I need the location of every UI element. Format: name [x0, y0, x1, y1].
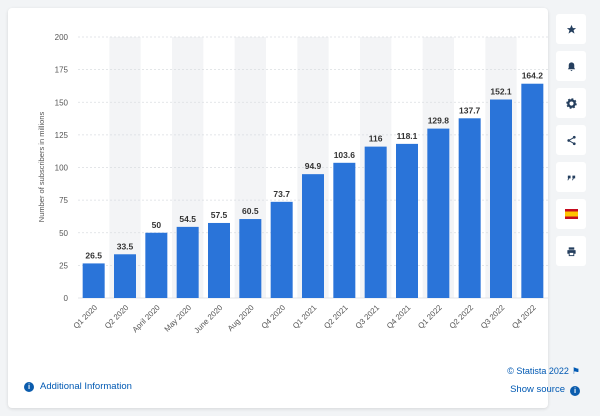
bar-q1-2022[interactable]	[427, 128, 450, 298]
data-label-q4-2022: 164.2	[522, 71, 544, 81]
data-label-aug-2020: 60.5	[242, 206, 259, 216]
bar-june-2020[interactable]	[208, 222, 230, 298]
bar-q2-2020[interactable]	[114, 254, 136, 298]
x-tick-label-q1-2020: Q1 2020	[72, 303, 100, 331]
y-tick-label: 100	[55, 164, 69, 173]
x-tick-label-q4-2022: Q4 2022	[510, 303, 538, 331]
data-label-q1-2021: 94.9	[305, 161, 322, 171]
data-label-q4-2020: 73.7	[273, 189, 290, 199]
additional-info-link[interactable]: i Additional Information	[24, 381, 132, 392]
data-label-q2-2020: 33.5	[117, 241, 134, 251]
language-button[interactable]	[556, 199, 586, 229]
x-tick-label-q4-2021: Q4 2021	[385, 303, 413, 331]
x-tick-label-aug-2020: Aug 2020	[226, 303, 256, 333]
data-label-may-2020: 54.5	[179, 214, 196, 224]
x-tick-label-q3-2022: Q3 2022	[479, 303, 507, 331]
print-button[interactable]	[556, 236, 586, 266]
y-tick-label: 175	[55, 66, 69, 75]
y-tick-label: 75	[59, 196, 68, 205]
favorite-button[interactable]	[556, 14, 586, 44]
data-label-q3-2021: 116	[369, 134, 383, 144]
x-tick-label-june-2020: June 2020	[192, 303, 225, 336]
x-tick-label-q2-2020: Q2 2020	[103, 303, 131, 331]
show-source-link[interactable]: Show source i	[478, 384, 580, 396]
star-icon	[566, 24, 576, 34]
y-tick-label: 125	[55, 131, 69, 140]
gear-icon	[565, 97, 577, 109]
x-tick-label-q1-2022: Q1 2022	[416, 303, 444, 331]
data-label-q2-2022: 137.7	[459, 105, 481, 115]
info-icon: i	[570, 386, 580, 396]
quote-icon	[566, 175, 575, 180]
x-tick-label-may-2020: May 2020	[162, 303, 193, 334]
bar-q1-2020[interactable]	[82, 263, 105, 298]
x-tick-label-q4-2020: Q4 2020	[260, 303, 288, 331]
y-tick-label: 50	[59, 229, 68, 238]
y-tick-label: 150	[55, 98, 69, 107]
bar-q4-2020[interactable]	[270, 201, 293, 298]
bar-q3-2022[interactable]	[490, 99, 512, 299]
credit-text: © Statista 2022	[507, 366, 569, 376]
additional-info-label: Additional Information	[40, 381, 132, 392]
bar-q2-2022[interactable]	[458, 118, 481, 298]
share-button[interactable]	[556, 125, 586, 155]
bell-icon	[567, 61, 575, 71]
spain-flag-icon	[564, 209, 578, 219]
x-tick-label-q3-2021: Q3 2021	[354, 303, 382, 331]
bar-aug-2020[interactable]	[239, 219, 262, 298]
show-source-label: Show source	[510, 384, 565, 395]
bar-april-2020[interactable]	[145, 232, 168, 298]
bar-q3-2021[interactable]	[364, 146, 387, 298]
bar-may-2020[interactable]	[176, 226, 199, 298]
cite-button[interactable]	[556, 162, 586, 192]
bar-q4-2022[interactable]	[521, 83, 544, 299]
x-tick-label-q2-2022: Q2 2022	[448, 303, 476, 331]
settings-button[interactable]	[556, 88, 586, 118]
y-tick-label: 200	[55, 33, 69, 42]
x-tick-label-q1-2021: Q1 2021	[291, 303, 319, 331]
share-icon	[566, 135, 576, 145]
data-label-q1-2022: 129.8	[428, 116, 450, 126]
printer-icon	[566, 246, 576, 256]
y-axis-label: Number of subscribers in millions	[37, 112, 46, 223]
data-label-q4-2021: 118.1	[397, 131, 418, 141]
data-label-q3-2022: 152.1	[490, 87, 512, 97]
bar-q4-2021[interactable]	[396, 143, 418, 298]
flag-icon: ⚑	[571, 366, 580, 376]
data-label-q1-2020: 26.5	[85, 250, 102, 260]
y-tick-label: 25	[59, 261, 68, 270]
info-icon: i	[24, 381, 34, 392]
bar-q1-2021[interactable]	[302, 174, 324, 298]
data-label-q2-2021: 103.6	[334, 150, 356, 160]
bar-q2-2021[interactable]	[333, 162, 356, 298]
data-label-june-2020: 57.5	[211, 210, 228, 220]
statista-credit[interactable]: © Statista 2022 ⚑	[478, 366, 580, 377]
x-tick-label-april-2020: April 2020	[131, 303, 163, 335]
x-tick-label-q2-2021: Q2 2021	[322, 303, 350, 331]
notification-button[interactable]	[556, 51, 586, 81]
data-label-april-2020: 50	[152, 220, 162, 230]
y-tick-label: 0	[64, 294, 69, 303]
sidebar-toolbar	[556, 14, 586, 273]
